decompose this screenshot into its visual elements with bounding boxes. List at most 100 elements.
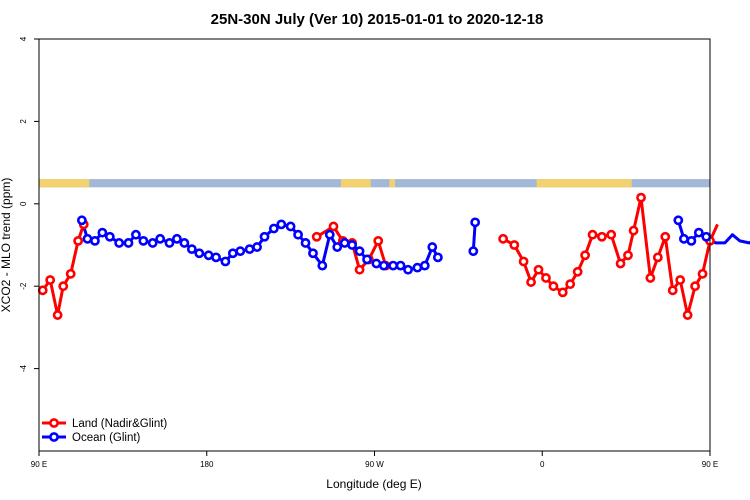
ocean-data-point [403, 264, 413, 275]
ocean-data-point [395, 260, 406, 271]
ocean-data-point [701, 231, 712, 242]
land-data-point [682, 310, 693, 320]
land-data-point [533, 264, 544, 275]
ocean-band [39, 179, 710, 188]
ocean-data-point [317, 260, 328, 271]
land-data-point [628, 225, 639, 236]
ocean-data-point [308, 248, 318, 259]
ocean-data-point [362, 254, 372, 265]
land-band-segment [340, 179, 371, 188]
land-data-point [645, 273, 656, 283]
ocean-data-point [293, 229, 303, 240]
ocean-data-point [76, 215, 87, 226]
ocean-data-point [673, 215, 684, 226]
ocean-data-point [347, 240, 358, 250]
land-data-point [541, 273, 551, 283]
y-tick-label: 2 [19, 119, 28, 124]
legend-label: Ocean (Glint) [72, 432, 141, 444]
ocean-data-point [155, 233, 166, 244]
land-series-line [502, 196, 719, 317]
ocean-data-point [186, 244, 197, 255]
land-data-point [373, 235, 384, 246]
land-data-point [498, 233, 509, 244]
land-data-point [354, 264, 365, 275]
land-data-point [565, 279, 576, 290]
land-data-point [52, 310, 63, 320]
ocean-data-point [686, 235, 697, 246]
land-data-point [580, 250, 591, 261]
ocean-data-point [82, 233, 93, 244]
land-data-point [73, 235, 84, 246]
ocean-data-point [693, 227, 704, 238]
land-data-point [45, 275, 56, 285]
y-axis-label: XCO2 - MLO trend (ppm) [0, 178, 13, 313]
land-data-point [623, 250, 633, 261]
legend: Land (Nadir&Glint) Ocean (Glint) [42, 418, 167, 444]
land-data-point [596, 231, 607, 242]
ocean-data-point [90, 235, 100, 246]
legend-label: Land (Nadir&Glint) [72, 418, 167, 430]
ocean-data-point [412, 262, 423, 273]
y-tick-label: -2 [19, 282, 28, 290]
land-data-point [557, 287, 568, 298]
ocean-data-point [378, 260, 389, 271]
x-tick-label: 180 [200, 460, 214, 469]
ocean-data-point [371, 258, 382, 269]
x-tick-label: 90 W [365, 460, 384, 469]
land-data-point [615, 258, 626, 269]
ocean-data-point [179, 238, 190, 248]
land-data-point [697, 268, 708, 279]
ocean-data-point [147, 238, 158, 248]
land-data-point [328, 221, 339, 232]
y-tick-label: 4 [19, 36, 28, 41]
land-ocean-mask-band [39, 179, 710, 188]
land-data-point [606, 229, 617, 240]
y-tick-label: 0 [19, 201, 28, 206]
ocean-data-point [285, 221, 296, 232]
ocean-data-point [276, 219, 287, 230]
plot-points [37, 192, 715, 320]
ocean-data-point [252, 242, 262, 252]
land-data-point [690, 281, 700, 292]
ocean-data-point [470, 217, 481, 228]
x-tick-label: 90 E [31, 460, 47, 469]
ocean-data-point [419, 260, 430, 271]
ocean-data-point [468, 246, 479, 257]
x-axis: 90 E 180 90 W 0 90 E [31, 451, 718, 469]
ocean-data-point [164, 238, 175, 248]
ocean-data-point [194, 248, 205, 259]
land-band-segment [39, 179, 90, 188]
ocean-data-point [244, 244, 255, 255]
y-tick-label: -4 [19, 364, 28, 372]
legend-item-land: Land (Nadir&Glint) [42, 418, 167, 430]
plot-lines [41, 196, 750, 317]
ocean-data-point [268, 223, 279, 234]
land-data-point [587, 229, 598, 240]
land-data-point [65, 268, 76, 279]
ocean-data-point [131, 229, 141, 240]
ocean-data-point [300, 238, 311, 248]
ocean-data-point [104, 231, 115, 242]
ocean-data-point [388, 260, 399, 271]
ocean-data-point [227, 248, 238, 259]
land-band-segment [389, 179, 396, 188]
legend-item-ocean: Ocean (Glint) [42, 432, 141, 444]
land-data-point [311, 231, 322, 242]
ocean-data-point [427, 242, 438, 252]
ocean-data-point [259, 231, 270, 242]
ocean-data-point [97, 227, 108, 238]
ocean-data-point [354, 246, 365, 257]
land-data-point [58, 281, 69, 292]
land-data-point [509, 240, 520, 250]
chart-title: 25N-30N July (Ver 10) 2015-01-01 to 2020… [211, 11, 544, 28]
land-data-point [636, 192, 646, 203]
y-axis: 4 2 0 -2 -4 [19, 36, 39, 372]
ocean-data-point [235, 246, 246, 257]
x-tick-label: 0 [540, 460, 545, 469]
land-data-point [652, 252, 663, 263]
ocean-data-point [432, 252, 443, 263]
land-data-point [667, 285, 678, 296]
land-data-point [37, 285, 48, 296]
land-data-point [548, 281, 559, 292]
